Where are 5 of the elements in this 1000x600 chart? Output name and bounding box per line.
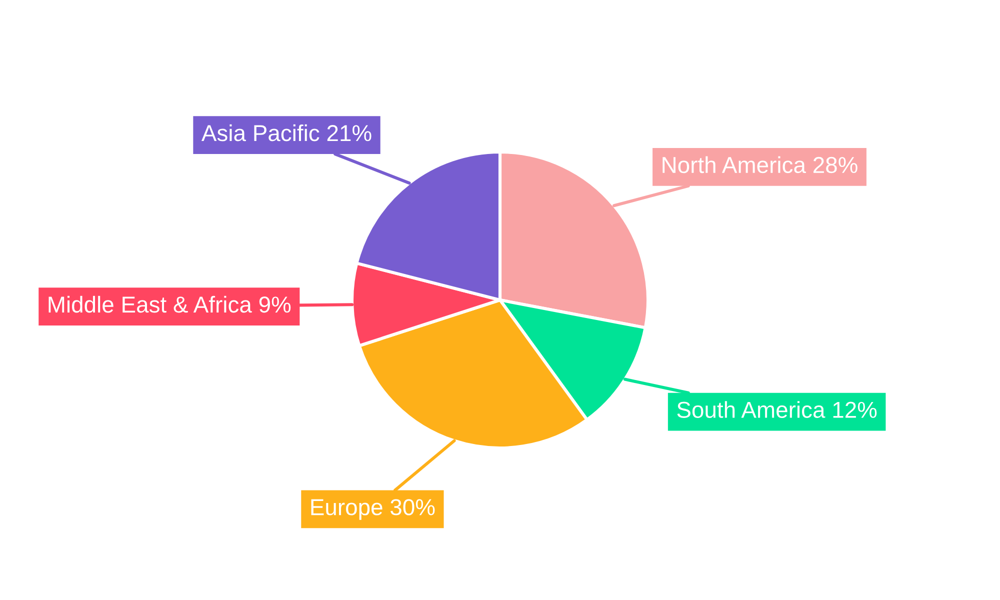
slice-label: South America 12% bbox=[677, 401, 877, 418]
slice-label: Asia Pacific 21% bbox=[201, 124, 372, 142]
slice-label: Europe 30% bbox=[311, 499, 435, 520]
slice-label: North America 28% bbox=[662, 156, 858, 174]
slice-label: Middle East & Africa 9% bbox=[48, 296, 291, 313]
